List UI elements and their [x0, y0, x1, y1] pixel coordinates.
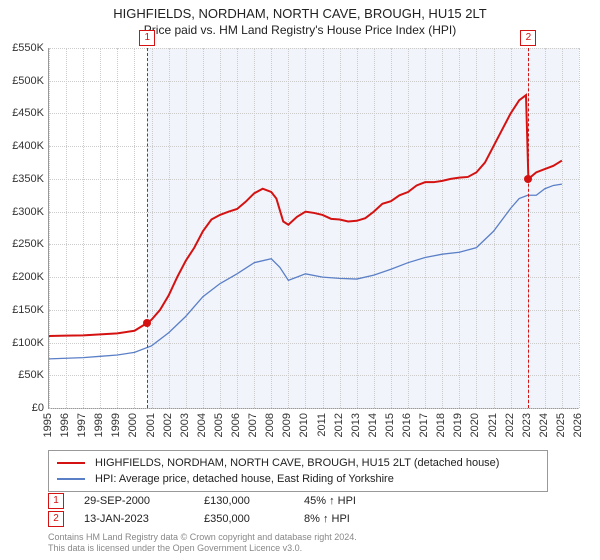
- y-tick-label: £550K: [0, 42, 44, 54]
- sale-marker-line: [528, 48, 529, 408]
- sale-pct: 8% ↑ HPI: [304, 513, 404, 525]
- sales-row: 2 13-JAN-2023 £350,000 8% ↑ HPI: [48, 510, 404, 528]
- x-tick-label: 2015: [384, 413, 396, 437]
- footer-text: Contains HM Land Registry data © Crown c…: [48, 532, 357, 555]
- chart-title: HIGHFIELDS, NORDHAM, NORTH CAVE, BROUGH,…: [0, 6, 600, 21]
- sales-table: 1 29-SEP-2000 £130,000 45% ↑ HPI 2 13-JA…: [48, 492, 404, 528]
- plot-area: 12: [48, 48, 579, 409]
- y-tick-label: £400K: [0, 140, 44, 152]
- sale-marker-flag: 2: [520, 30, 536, 46]
- x-tick-label: 2021: [487, 413, 499, 437]
- x-tick-label: 2012: [333, 413, 345, 437]
- footer-line: Contains HM Land Registry data © Crown c…: [48, 532, 357, 543]
- title-block: HIGHFIELDS, NORDHAM, NORTH CAVE, BROUGH,…: [0, 0, 600, 37]
- y-tick-label: £0: [0, 402, 44, 414]
- y-tick-label: £150K: [0, 304, 44, 316]
- x-tick-label: 2003: [179, 413, 191, 437]
- y-tick-label: £250K: [0, 238, 44, 250]
- x-tick-label: 2020: [469, 413, 481, 437]
- y-tick-label: £300K: [0, 206, 44, 218]
- sale-marker-line: [147, 48, 148, 408]
- legend-label: HIGHFIELDS, NORDHAM, NORTH CAVE, BROUGH,…: [95, 457, 499, 469]
- x-tick-label: 2017: [418, 413, 430, 437]
- sale-marker-box: 1: [48, 493, 64, 509]
- x-tick-label: 1997: [76, 413, 88, 437]
- x-tick-label: 2010: [298, 413, 310, 437]
- legend-swatch-blue: [57, 478, 85, 480]
- x-tick-label: 1999: [110, 413, 122, 437]
- sale-date: 13-JAN-2023: [84, 513, 184, 525]
- legend-row: HPI: Average price, detached house, East…: [57, 471, 539, 487]
- legend-swatch-red: [57, 462, 85, 464]
- line-series-svg: [49, 48, 579, 408]
- x-tick-label: 1996: [59, 413, 71, 437]
- x-tick-label: 2006: [230, 413, 242, 437]
- sale-pct: 45% ↑ HPI: [304, 495, 404, 507]
- y-tick-label: £200K: [0, 271, 44, 283]
- x-tick-label: 2014: [367, 413, 379, 437]
- x-tick-label: 2009: [281, 413, 293, 437]
- x-tick-label: 2008: [264, 413, 276, 437]
- sale-marker-box: 2: [48, 511, 64, 527]
- x-tick-label: 2007: [247, 413, 259, 437]
- x-tick-label: 2016: [401, 413, 413, 437]
- x-tick-label: 1998: [93, 413, 105, 437]
- x-tick-label: 1995: [42, 413, 54, 437]
- sale-price: £130,000: [204, 495, 284, 507]
- sale-marker-dot: [524, 175, 532, 183]
- x-tick-label: 2002: [162, 413, 174, 437]
- chart-container: HIGHFIELDS, NORDHAM, NORTH CAVE, BROUGH,…: [0, 0, 600, 560]
- x-tick-label: 2004: [196, 413, 208, 437]
- x-tick-label: 2023: [521, 413, 533, 437]
- x-tick-label: 2024: [538, 413, 550, 437]
- y-tick-label: £350K: [0, 173, 44, 185]
- sale-price: £350,000: [204, 513, 284, 525]
- y-tick-label: £500K: [0, 75, 44, 87]
- x-tick-label: 2000: [127, 413, 139, 437]
- x-tick-label: 2011: [316, 413, 328, 437]
- x-tick-label: 2005: [213, 413, 225, 437]
- y-tick-label: £450K: [0, 107, 44, 119]
- chart-subtitle: Price paid vs. HM Land Registry's House …: [0, 23, 600, 37]
- legend-label: HPI: Average price, detached house, East…: [95, 473, 394, 485]
- x-tick-label: 2025: [555, 413, 567, 437]
- x-tick-label: 2001: [145, 413, 157, 437]
- x-tick-label: 2022: [504, 413, 516, 437]
- x-tick-label: 2018: [435, 413, 447, 437]
- x-tick-label: 2013: [350, 413, 362, 437]
- sale-date: 29-SEP-2000: [84, 495, 184, 507]
- legend-row: HIGHFIELDS, NORDHAM, NORTH CAVE, BROUGH,…: [57, 455, 539, 471]
- sale-marker-flag: 1: [139, 30, 155, 46]
- footer-line: This data is licensed under the Open Gov…: [48, 543, 357, 554]
- x-tick-label: 2019: [452, 413, 464, 437]
- sale-marker-dot: [143, 319, 151, 327]
- y-tick-label: £100K: [0, 337, 44, 349]
- x-tick-label: 2026: [572, 413, 584, 437]
- y-tick-label: £50K: [0, 369, 44, 381]
- sales-row: 1 29-SEP-2000 £130,000 45% ↑ HPI: [48, 492, 404, 510]
- series-red: [49, 95, 562, 336]
- legend-box: HIGHFIELDS, NORDHAM, NORTH CAVE, BROUGH,…: [48, 450, 548, 492]
